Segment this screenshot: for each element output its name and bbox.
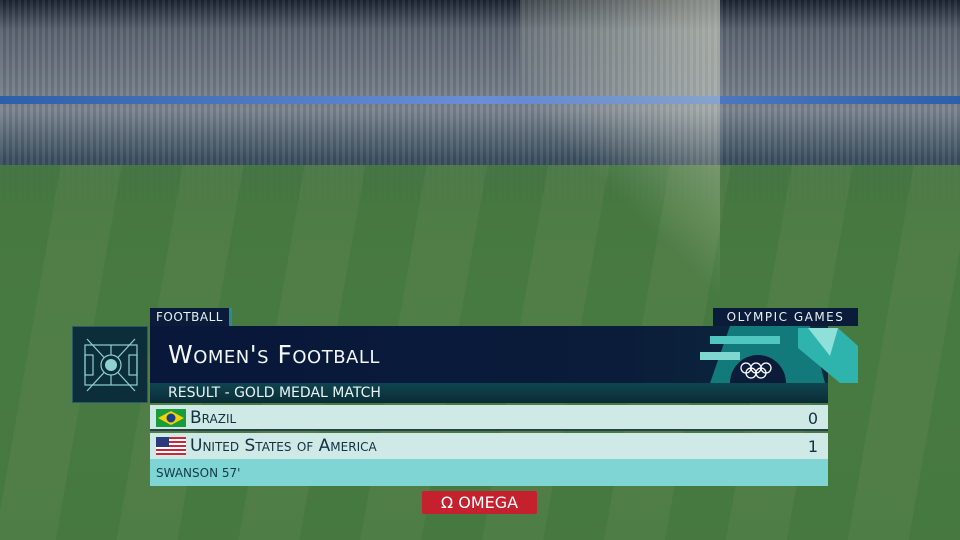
brazil-flag-icon xyxy=(156,409,186,427)
lens-flare xyxy=(520,0,720,300)
team-row: United States of America 1 xyxy=(150,433,828,459)
team-name: United States of America xyxy=(190,436,377,456)
football-pitch-icon xyxy=(72,326,148,403)
sport-tab: FOOTBALL xyxy=(150,308,232,326)
paris-2024-logo-art xyxy=(690,326,858,383)
goal-scorer: SWANSON 57' xyxy=(150,459,828,486)
omega-sponsor-badge: Ω OMEGA xyxy=(422,491,537,514)
team-score: 0 xyxy=(807,409,818,428)
sponsor-name: OMEGA xyxy=(458,493,519,512)
team-name: Brazil xyxy=(190,408,237,428)
olympic-games-tab: OLYMPIC GAMES xyxy=(713,308,858,326)
event-title: Women's Football xyxy=(168,340,380,369)
subtitle-bar: RESULT - GOLD MEDAL MATCH xyxy=(150,383,828,403)
omega-icon: Ω xyxy=(440,493,454,512)
usa-flag-icon xyxy=(156,437,186,455)
ad-banner xyxy=(0,96,960,104)
team-score: 1 xyxy=(807,437,818,456)
team-row: Brazil 0 xyxy=(150,405,828,431)
